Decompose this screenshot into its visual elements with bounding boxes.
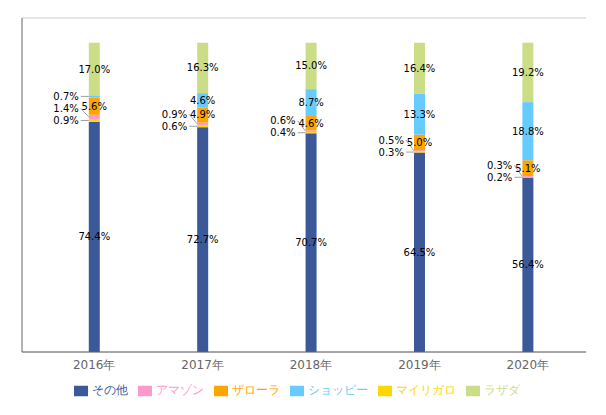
svg-text:0.9%: 0.9% <box>53 115 78 126</box>
svg-text:16.3%: 16.3% <box>187 62 219 73</box>
svg-text:0.7%: 0.7% <box>53 91 78 102</box>
svg-text:2019年: 2019年 <box>398 358 441 372</box>
svg-text:0.2%: 0.2% <box>487 172 512 183</box>
svg-text:13.3%: 13.3% <box>404 109 436 120</box>
svg-text:19.2%: 19.2% <box>512 67 544 78</box>
svg-text:0.4%: 0.4% <box>270 127 295 138</box>
svg-text:4.6%: 4.6% <box>298 118 323 129</box>
svg-text:56.4%: 56.4% <box>512 259 544 270</box>
svg-text:0.3%: 0.3% <box>487 160 512 171</box>
svg-text:15.0%: 15.0% <box>295 60 327 71</box>
svg-text:18.8%: 18.8% <box>512 126 544 137</box>
svg-text:17.0%: 17.0% <box>78 64 110 75</box>
svg-text:5.0%: 5.0% <box>407 137 432 148</box>
svg-text:8.7%: 8.7% <box>298 97 323 108</box>
svg-text:2020年: 2020年 <box>507 358 550 372</box>
svg-text:2017年: 2017年 <box>181 358 224 372</box>
html-text:その他: その他 <box>92 383 128 397</box>
html-text:マイリガロ: マイリガロ <box>396 383 456 397</box>
svg-text:5.6%: 5.6% <box>82 101 107 112</box>
svg-text:4.9%: 4.9% <box>190 109 215 120</box>
svg-text:0.3%: 0.3% <box>379 147 404 158</box>
svg-text:70.7%: 70.7% <box>295 237 327 248</box>
svg-text:2018年: 2018年 <box>290 358 333 372</box>
svg-text:16.4%: 16.4% <box>404 63 436 74</box>
svg-text:0.5%: 0.5% <box>379 135 404 146</box>
svg-text:2016年: 2016年 <box>73 358 116 372</box>
html-text:ザローラ: ザローラ <box>232 383 280 397</box>
html-text:アマゾン: アマゾン <box>156 383 204 397</box>
svg-text:74.4%: 74.4% <box>78 231 110 242</box>
html-text:ラザダ: ラザダ <box>484 383 520 397</box>
svg-text:4.6%: 4.6% <box>190 95 215 106</box>
svg-text:5.1%: 5.1% <box>515 163 540 174</box>
svg-text:0.6%: 0.6% <box>162 121 187 132</box>
svg-text:72.7%: 72.7% <box>187 234 219 245</box>
svg-text:0.6%: 0.6% <box>270 115 295 126</box>
svg-text:64.5%: 64.5% <box>404 247 436 258</box>
svg-text:1.4%: 1.4% <box>53 103 78 114</box>
svg-text:0.9%: 0.9% <box>162 109 187 120</box>
html-text:ショッピー: ショッピー <box>308 383 368 397</box>
